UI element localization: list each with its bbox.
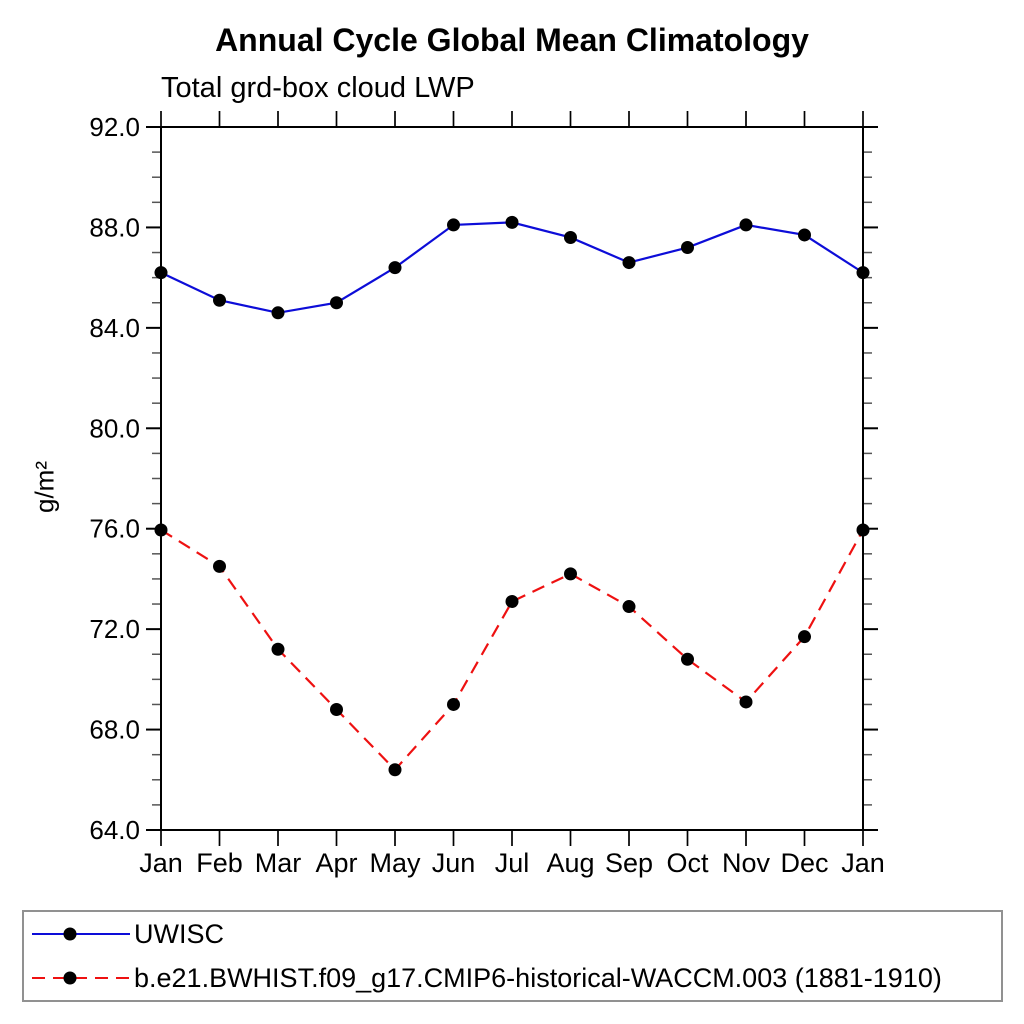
x-axis-tick-label: Sep — [605, 848, 653, 878]
y-axis-tick-label: 80.0 — [89, 413, 140, 443]
y-axis-tick-label: 88.0 — [89, 212, 140, 242]
series-1-marker — [681, 652, 694, 666]
y-axis-tick-label: 84.0 — [89, 313, 140, 343]
series-1-marker — [271, 642, 285, 656]
y-axis-tick-label: 72.0 — [89, 614, 140, 644]
x-axis-tick-label: Jul — [495, 848, 530, 878]
series-0-marker — [622, 256, 636, 270]
x-axis-tick-label: May — [369, 848, 421, 878]
x-axis-tick-label: Jan — [139, 848, 183, 878]
series-0-marker — [564, 230, 577, 244]
series-0-marker — [271, 306, 285, 320]
chart-subtitle: Total grd-box cloud LWP — [161, 72, 475, 104]
series-0-marker — [681, 241, 694, 255]
series-1-marker — [213, 559, 226, 573]
y-axis-tick-label: 68.0 — [89, 715, 140, 745]
legend-marker-dot-icon — [63, 971, 77, 985]
legend-marker-dot-icon — [63, 927, 77, 941]
series-1-marker — [622, 600, 636, 614]
series-line-0 — [160, 221, 864, 314]
legend-sample-dashed-red-line — [32, 971, 130, 985]
series-0-marker — [154, 266, 168, 280]
legend-label-uwisc: UWISC — [134, 918, 224, 949]
series-0-marker — [447, 218, 460, 232]
legend-item-uwisc: UWISC — [24, 913, 1001, 955]
x-axis-tick-label: Jan — [841, 848, 885, 878]
series-0-marker — [856, 266, 870, 280]
chart-title: Annual Cycle Global Mean Climatology — [215, 22, 809, 58]
series-1-marker — [739, 695, 753, 709]
series-0-marker — [739, 218, 753, 232]
series-line-1 — [160, 529, 864, 772]
series-1-marker — [856, 523, 870, 537]
series-1-marker — [447, 697, 460, 711]
legend-sample-solid-blue-line — [32, 927, 130, 941]
x-axis-tick-label: Jun — [432, 848, 476, 878]
legend-item-model: b.e21.BWHIST.f09_g17.CMIP6-historical-WA… — [24, 957, 1001, 999]
series-1-marker — [798, 630, 811, 644]
series-0-marker — [330, 296, 343, 310]
series-1-marker — [388, 763, 402, 777]
plot-frame — [160, 126, 864, 831]
legend-label-model: b.e21.BWHIST.f09_g17.CMIP6-historical-WA… — [134, 962, 942, 993]
series-1-marker — [505, 595, 519, 609]
series-0-marker — [388, 261, 402, 275]
legend-box: UWISC b.e21.BWHIST.f09_g17.CMIP6-histori… — [22, 910, 1003, 1002]
x-axis-tick-label: Mar — [255, 848, 302, 878]
series-0-marker — [798, 228, 811, 242]
y-axis-tick-label: 92.0 — [89, 112, 140, 142]
series-1-marker — [330, 702, 343, 716]
y-axis-tick-label: 64.0 — [89, 815, 140, 845]
x-axis-tick-label: Nov — [722, 848, 771, 878]
x-axis-tick-label: Aug — [546, 848, 594, 878]
x-axis-tick-label: Feb — [196, 848, 243, 878]
x-axis-tick-label: Oct — [666, 848, 709, 878]
y-axis-tick-label: 76.0 — [89, 514, 140, 544]
series-0-marker — [505, 215, 519, 229]
series-1-marker — [154, 523, 168, 537]
x-axis-tick-label: Apr — [315, 848, 357, 878]
series-1-marker — [564, 567, 577, 581]
x-axis-tick-label: Dec — [780, 848, 828, 878]
series-0-marker — [213, 293, 226, 307]
